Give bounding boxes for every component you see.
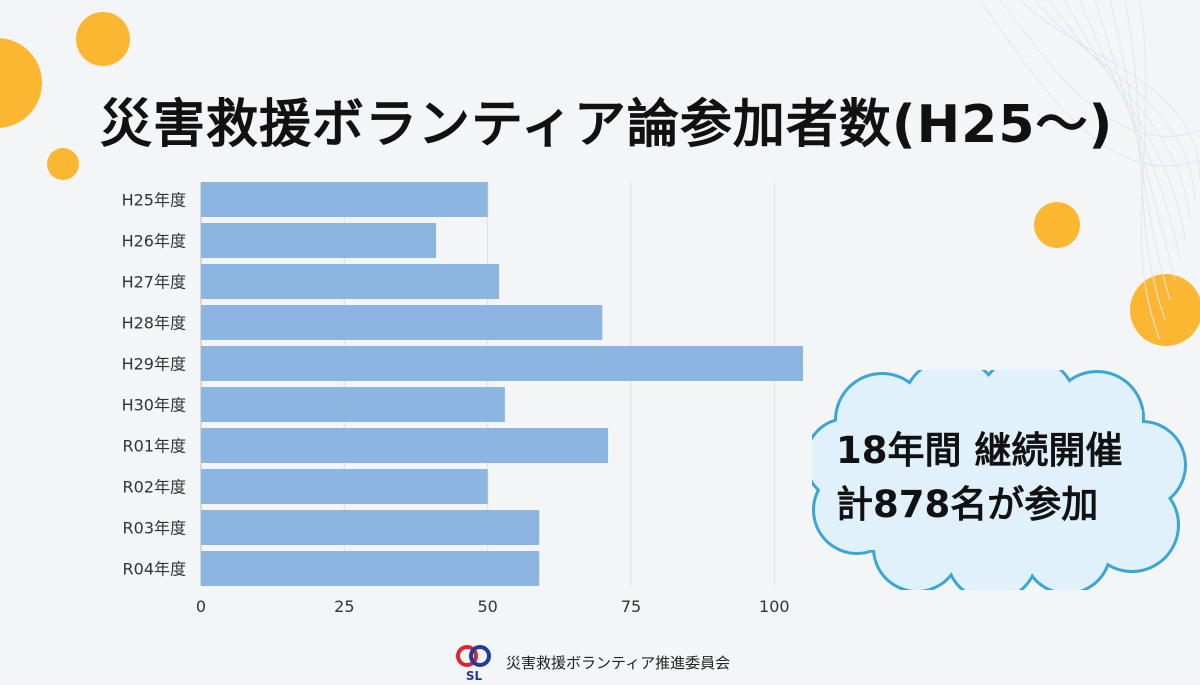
- decor-circle: [47, 148, 79, 180]
- x-tick-label: 75: [621, 597, 641, 616]
- bar: [201, 387, 505, 422]
- callout-line-2: 計878名が参加: [836, 483, 1099, 526]
- bar: [201, 428, 609, 463]
- x-tick-label: 0: [196, 597, 206, 616]
- footer: SL 災害救援ボランティア推進委員会: [452, 642, 730, 682]
- decor-circle: [76, 12, 130, 66]
- callout-line-1: 18年間 継続開催: [836, 429, 1123, 472]
- bar: [201, 551, 540, 586]
- y-category-label: H26年度: [122, 232, 186, 251]
- y-category-label: R04年度: [123, 560, 186, 579]
- logo-text: SL: [466, 669, 483, 682]
- y-category-label: H30年度: [122, 396, 186, 415]
- y-category-label: R02年度: [123, 478, 186, 497]
- decor-circle: [1130, 274, 1200, 346]
- x-tick-label: 100: [759, 597, 790, 616]
- y-category-label: H27年度: [122, 273, 186, 292]
- bar: [201, 223, 437, 258]
- y-category-label: R03年度: [123, 519, 186, 538]
- decor-swirl: [979, 0, 1200, 341]
- bar: [201, 469, 488, 504]
- bar: [201, 510, 540, 545]
- y-category-label: H28年度: [122, 314, 186, 333]
- page-title: 災害救援ボランティア論参加者数(H25〜): [100, 95, 1114, 155]
- y-category-label: H25年度: [122, 191, 186, 210]
- callout-cloud: [812, 370, 1187, 590]
- y-category-label: H29年度: [122, 355, 186, 374]
- decor-circle: [1034, 202, 1080, 248]
- bar: [201, 182, 488, 217]
- x-tick-label: 50: [477, 597, 497, 616]
- x-tick-label: 25: [334, 597, 354, 616]
- bar: [201, 305, 603, 340]
- bar: [201, 346, 803, 381]
- y-category-label: R01年度: [123, 437, 186, 456]
- organization-name: 災害救援ボランティア推進委員会: [506, 653, 731, 672]
- bar-chart: 0255075100125H25年度H26年度H27年度H28年度H29年度H3…: [122, 182, 803, 616]
- organization-logo: SL: [456, 645, 491, 682]
- bar: [201, 264, 500, 299]
